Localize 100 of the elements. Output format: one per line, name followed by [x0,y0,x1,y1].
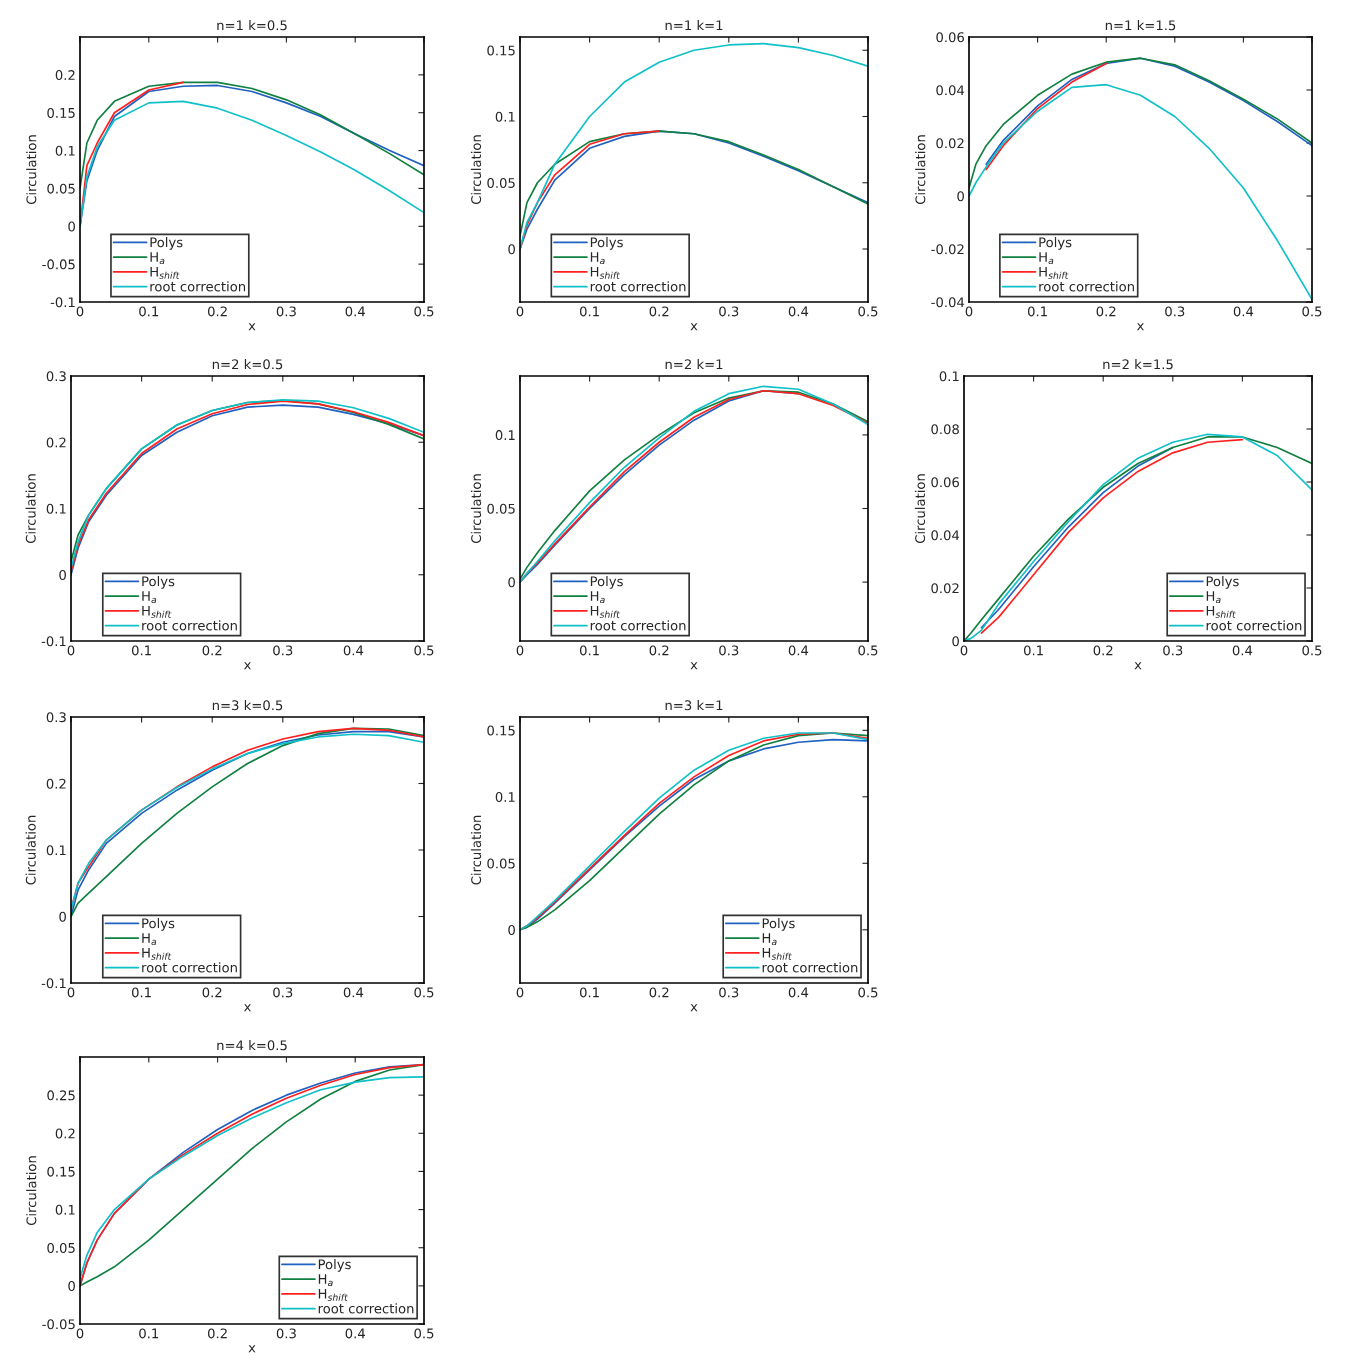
x-tick-label: 0.3 [276,306,296,317]
chart-title: n=4 k=0.5 [217,1040,287,1051]
y-tick-label: 0 [952,636,959,647]
x-axis-title: x [690,662,698,670]
y-axis-title: Circulation [470,135,482,205]
y-tick-label: 0.05 [487,503,515,514]
y-tick-label: 0.25 [47,1090,75,1101]
x-tick-label: 0.2 [207,1328,227,1339]
legend-label: H$_{shift}$ [142,605,172,618]
y-axis-title: Circulation [470,474,482,544]
y-tick-label: -0.02 [931,244,964,255]
y-tick-label: 0.04 [931,530,960,541]
legend-label: Polys [1039,237,1072,250]
legend-label: Polys [142,918,175,931]
x-tick-label: 0.2 [1096,306,1116,317]
legend-label: H$_{shift}$ [762,947,792,960]
x-tick-label: 0.2 [1093,645,1113,656]
x-tick-label: 0.2 [202,987,222,998]
x-tick-label: 0.2 [207,306,227,317]
x-axis-title: x [248,1345,256,1353]
x-axis-title: x [243,662,251,670]
legend-label: Polys [590,576,623,589]
x-tick-label: 0.4 [345,1328,365,1339]
y-tick-label: 0.2 [55,70,75,81]
y-tick-label: 0.1 [46,845,66,856]
legend-label: H$_{a}$ [318,1274,333,1287]
legend-label: root correction [590,620,686,631]
x-tick-label: 0.1 [131,645,151,656]
x-tick-label: 0.2 [202,645,222,656]
y-tick-label: 0.15 [47,1166,75,1177]
y-tick-label: 0.05 [47,1242,75,1253]
chart-title: n=1 k=1 [665,20,723,31]
y-tick-label: 0.02 [936,138,964,149]
x-tick-label: 0.1 [139,306,159,317]
x-tick-label: 0.5 [414,306,434,317]
y-tick-label: 0.1 [46,503,66,514]
x-tick-label: 0.4 [1232,645,1253,656]
x-tick-label: 0.4 [788,987,809,998]
chart-title: n=2 k=0.5 [212,359,283,370]
x-tick-label: 0.3 [273,987,293,998]
y-tick-label: -0.04 [931,297,965,308]
legend-label: H$_{a}$ [762,933,777,946]
y-tick-label: 0.05 [487,858,515,869]
x-tick-label: 0 [76,306,84,317]
y-tick-label: 0.2 [46,437,66,448]
x-tick-label: 0.1 [1023,645,1043,656]
legend-label: H$_{shift}$ [318,1288,348,1301]
x-axis-title: x [1136,323,1144,331]
y-axis-title: Circulation [26,135,37,205]
legend-label: root correction [150,281,246,292]
y-tick-label: 0.06 [936,32,964,43]
legend-label: root correction [762,962,858,973]
x-tick-label: 0.3 [719,987,739,998]
chart-title: n=2 k=1 [665,359,723,370]
y-axis-title: Circulation [25,474,36,544]
y-tick-label: 0.3 [46,712,66,723]
x-axis-title: x [243,1004,251,1012]
x-tick-label: 0.3 [1163,645,1183,656]
x-tick-label: 0.1 [579,987,599,998]
legend-label: H$_{shift}$ [142,947,172,960]
legend-label: root correction [1039,281,1134,292]
y-tick-label: 0.02 [931,583,959,594]
y-tick-label: 0 [59,911,66,922]
legend-label: root correction [142,962,237,973]
y-tick-label: -0.05 [42,1319,75,1330]
y-tick-label: 0.1 [55,1204,75,1215]
x-tick-label: 0.3 [273,645,293,656]
legend-label: Polys [318,1259,351,1272]
y-tick-label: -0.05 [42,259,75,270]
legend-label: H$_{shift}$ [150,266,180,279]
y-tick-label: 0.2 [55,1128,75,1139]
y-tick-label: 0.04 [936,85,965,96]
x-tick-label: 0.5 [1302,645,1322,656]
y-axis-title: Circulation [26,1156,37,1226]
x-tick-label: 0.2 [649,306,669,317]
chart-title: n=1 k=0.5 [217,20,287,31]
y-tick-label: 0 [59,569,66,580]
legend-label: H$_{a}$ [142,591,157,604]
x-axis-title: x [1134,662,1142,670]
x-tick-label: 0.1 [1027,306,1047,317]
x-tick-label: 0 [965,306,973,317]
x-tick-label: 0 [516,306,524,317]
x-tick-label: 0.2 [649,645,669,656]
y-tick-label: 0 [68,1281,75,1292]
legend-label: Polys [150,237,183,250]
legend-label: H$_{shift}$ [590,605,621,618]
legend-label: Polys [1206,576,1239,589]
chart-title: n=1 k=1.5 [1105,20,1176,31]
y-tick-label: 0.1 [495,111,515,122]
legend-label: H$_{a}$ [590,591,605,604]
x-tick-label: 0.1 [139,1328,159,1339]
x-tick-label: 0.3 [719,645,739,656]
chart-title: n=2 k=1.5 [1103,359,1173,370]
legend-label: H$_{shift}$ [1039,266,1069,279]
x-tick-label: 0.5 [858,306,878,317]
x-tick-label: 0.1 [131,987,151,998]
y-axis-title: Circulation [25,815,36,885]
legend-label: H$_{shift}$ [1206,605,1236,618]
y-tick-label: 0.06 [931,477,959,488]
x-tick-label: 0.5 [414,1328,434,1339]
